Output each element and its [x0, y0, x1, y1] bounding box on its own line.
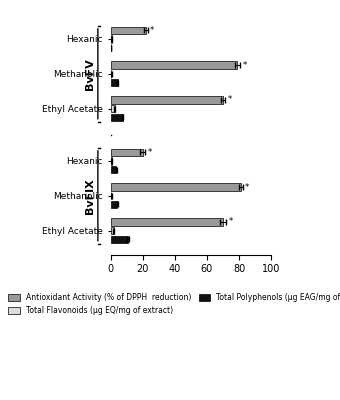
- Bar: [111, 192, 112, 200]
- Bar: [111, 236, 129, 243]
- Text: *: *: [242, 60, 246, 70]
- Text: *: *: [148, 148, 152, 157]
- Text: *: *: [150, 26, 154, 35]
- Text: BvFV: BvFV: [85, 58, 96, 90]
- Bar: [111, 218, 223, 226]
- Text: *: *: [227, 96, 232, 104]
- Bar: [111, 79, 118, 86]
- Bar: [111, 70, 112, 78]
- Bar: [111, 35, 112, 43]
- Bar: [111, 183, 241, 191]
- Bar: [111, 201, 117, 208]
- Bar: [111, 166, 116, 173]
- Text: *: *: [245, 182, 249, 192]
- Bar: [111, 227, 114, 234]
- Bar: [111, 105, 115, 112]
- Bar: [111, 96, 223, 104]
- Legend: Antioxidant Activity (% of DPPH  reduction), Total Flavonoids (μg EQ/mg of extra: Antioxidant Activity (% of DPPH reductio…: [5, 290, 340, 318]
- Bar: [111, 114, 123, 121]
- Text: *: *: [228, 218, 233, 226]
- Bar: [111, 157, 112, 165]
- Bar: [111, 148, 143, 156]
- Bar: [111, 61, 237, 69]
- Text: BvFIX: BvFIX: [85, 178, 96, 214]
- Bar: [111, 26, 146, 34]
